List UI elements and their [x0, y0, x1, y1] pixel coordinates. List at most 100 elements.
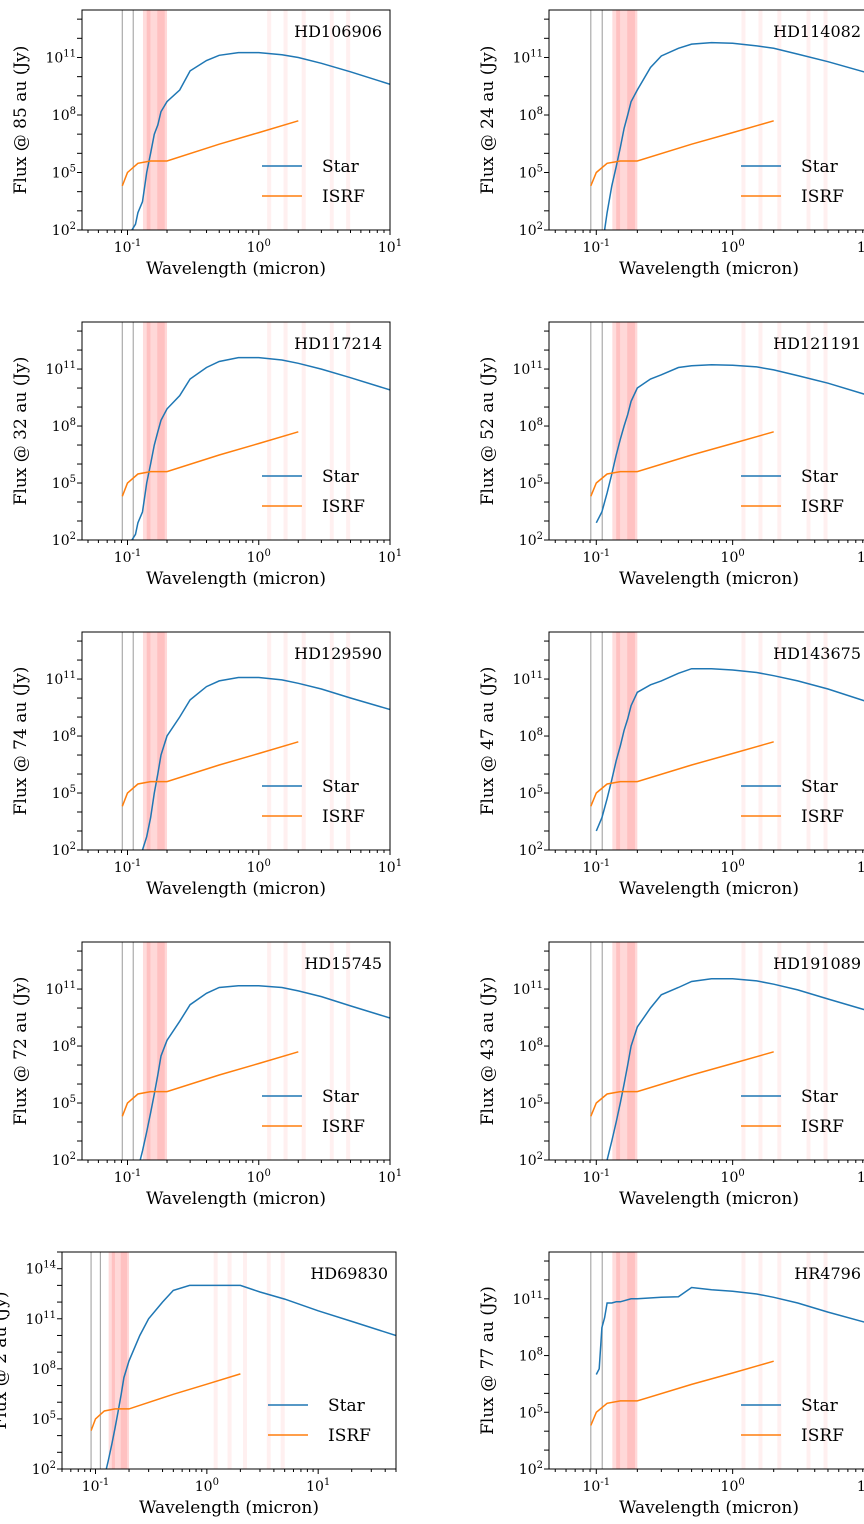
y-tick-label: 1011	[45, 48, 76, 66]
legend-label: ISRF	[801, 187, 844, 207]
red-band	[157, 10, 165, 230]
y-tick-exponent: 2	[537, 531, 543, 542]
chart-panel: 10-1 100 1011021051081011HD129590Wavelengt…	[11, 631, 402, 899]
x-tick-label: 10-1	[582, 1477, 610, 1495]
y-tick-label: 105	[52, 163, 76, 181]
red-band	[329, 322, 334, 540]
y-tick-base: 10	[45, 982, 63, 998]
red-band	[806, 322, 811, 540]
red-band-dense	[616, 942, 638, 1160]
red-band	[758, 10, 763, 230]
red-band	[612, 10, 621, 230]
x-tick-base: 10	[114, 550, 132, 566]
plot-area	[121, 10, 390, 230]
red-band	[806, 10, 811, 230]
red-band-dense	[616, 632, 638, 850]
red-band	[627, 10, 635, 230]
red-band	[242, 1252, 247, 1469]
x-tick-exponent: 0	[264, 548, 270, 559]
x-axis-label: Wavelength (micron)	[619, 1189, 799, 1209]
x-tick-base: 10	[582, 550, 600, 566]
red-band	[741, 942, 746, 1160]
y-axis-label: Flux @ 85 au (Jy)	[11, 46, 31, 195]
axes-frame	[81, 941, 391, 1161]
y-tick-base: 10	[519, 533, 537, 549]
x-tick-base: 10	[582, 1479, 600, 1495]
y-tick-label: 108	[519, 417, 543, 435]
y-tick-exponent: 5	[70, 1094, 76, 1105]
x-tick-label: 101	[857, 238, 864, 256]
chart-panel: 10-11001011021051081011HR4796Wavelength …	[478, 1251, 864, 1518]
red-band	[329, 632, 334, 850]
panel-title: HR4796	[794, 1264, 861, 1283]
red-band	[142, 10, 151, 230]
x-tick-exponent: 0	[738, 1168, 744, 1179]
axes-frame	[548, 941, 864, 1161]
y-tick-label: 105	[519, 163, 543, 181]
x-tick-label: 100	[247, 548, 271, 566]
plot-area	[590, 632, 864, 850]
series-star-line	[131, 51, 390, 230]
y-tick-label: 108	[52, 1037, 76, 1055]
x-tick-exponent: -1	[600, 548, 610, 559]
y-tick-base: 10	[25, 1262, 43, 1278]
x-tick-label: 101	[857, 1477, 864, 1495]
y-tick-exponent: 8	[70, 417, 76, 428]
legend-label: Star	[801, 467, 839, 487]
y-tick-base: 10	[32, 1462, 50, 1478]
legend-label: ISRF	[322, 1117, 365, 1137]
red-band	[266, 1252, 271, 1469]
series-isrf-line	[590, 431, 774, 497]
y-tick-exponent: 2	[537, 221, 543, 232]
y-tick-label: 105	[52, 1094, 76, 1112]
x-tick-label: 101	[857, 1168, 864, 1186]
y-tick-exponent: 11	[530, 48, 543, 59]
y-tick-label: 105	[52, 784, 76, 802]
y-axis-label: Flux @ 47 au (Jy)	[478, 667, 498, 816]
x-tick-label: 101	[857, 548, 864, 566]
x-tick-label: 10-1	[114, 238, 142, 256]
y-tick-base: 10	[519, 165, 537, 181]
y-tick-base: 10	[519, 786, 537, 802]
x-tick-base: 10	[378, 1170, 396, 1186]
chart-panel: 10-1 100 1011021051081011HD15745Wavelength…	[11, 941, 402, 1209]
y-tick-exponent: 8	[70, 1037, 76, 1048]
y-tick-base: 10	[519, 476, 537, 492]
y-tick-exponent: 2	[70, 221, 76, 232]
red-band	[267, 322, 272, 540]
red-band	[283, 632, 288, 850]
x-tick-exponent: 1	[396, 548, 402, 559]
x-tick-base: 10	[857, 550, 864, 566]
y-tick-exponent: 5	[537, 1403, 543, 1414]
chart-panel: 10-1 100 1011021051081011HD106906Wavelengt…	[11, 9, 402, 279]
series-star-line	[603, 41, 864, 230]
x-tick-label: 100	[721, 238, 745, 256]
y-tick-label: 1011	[512, 670, 543, 688]
panel-title: HD69830	[310, 1264, 388, 1283]
y-axis-label: Flux @ 77 au (Jy)	[478, 1286, 498, 1435]
y-tick-label: 102	[52, 221, 76, 239]
y-tick-base: 10	[519, 1153, 537, 1169]
y-tick-exponent: 11	[530, 360, 543, 371]
plot-area	[121, 942, 390, 1160]
y-tick-base: 10	[52, 729, 70, 745]
red-band	[142, 942, 151, 1160]
y-tick-base: 10	[519, 223, 537, 239]
y-tick-exponent: 14	[43, 1260, 56, 1271]
axes-frame	[81, 9, 391, 231]
legend-label: Star	[801, 157, 839, 177]
y-tick-exponent: 2	[537, 1460, 543, 1471]
y-tick-base: 10	[519, 1405, 537, 1421]
y-tick-base: 10	[519, 843, 537, 859]
axes-frame	[81, 631, 391, 851]
red-band	[267, 10, 272, 230]
x-axis-label: Wavelength (micron)	[619, 259, 799, 279]
y-tick-label: 108	[519, 727, 543, 745]
x-tick-label: 101	[378, 1168, 402, 1186]
x-tick-exponent: -1	[600, 858, 610, 869]
y-tick-exponent: 2	[70, 841, 76, 852]
plot-area	[121, 322, 390, 540]
y-tick-label: 102	[519, 221, 543, 239]
panel-title: HD191089	[773, 954, 861, 973]
y-tick-label: 108	[52, 727, 76, 745]
